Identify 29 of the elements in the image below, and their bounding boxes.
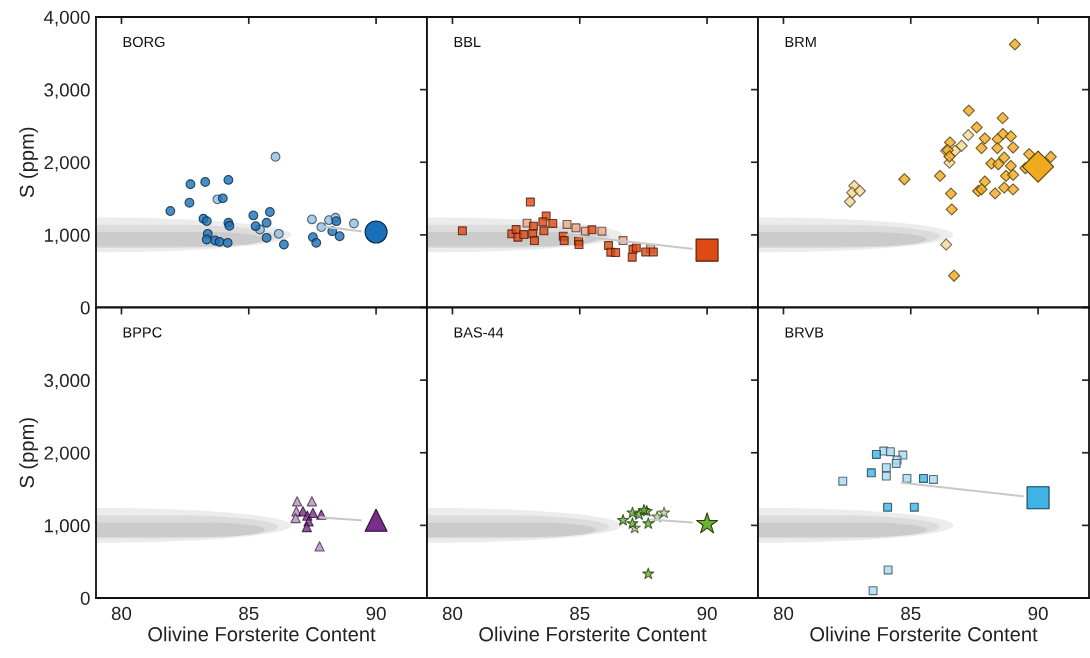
x-tick-label: 80 (442, 606, 463, 621)
x-tick-label: 90 (697, 606, 717, 621)
y-axis-title: S (ppm) (19, 418, 38, 488)
y-tick-label: 2,000 (44, 155, 90, 172)
x-axis-title: Olivine Forsterite Content (810, 626, 1038, 642)
y-tick-label: 3,000 (44, 373, 90, 390)
x-tick-label: 85 (239, 606, 259, 621)
text: BPPC (123, 327, 162, 338)
text: BAS-44 (454, 327, 504, 338)
x-axis-title: Olivine Forsterite Content (148, 626, 376, 642)
x-tick-label: 80 (773, 606, 794, 621)
y-tick-label: 4,000 (43, 10, 90, 27)
y-tick-label: 0 (80, 301, 90, 315)
x-tick-label: 80 (111, 606, 132, 621)
text: BRVB (785, 327, 824, 338)
y-axis-title: S (ppm) (19, 127, 38, 198)
y-tick-label: 0 (80, 591, 90, 605)
x-tick-label: 85 (570, 606, 590, 621)
x-axis-title: Olivine Forsterite Content (479, 626, 707, 642)
y-tick-label: 1,000 (44, 519, 90, 535)
x-tick-label: 90 (366, 606, 386, 621)
text: BORG (123, 36, 165, 48)
y-tick-label: 1,000 (44, 228, 90, 245)
y-tick-label: 3,000 (44, 83, 90, 99)
y-tick-label: 2,000 (44, 446, 90, 462)
text: BRM (785, 36, 816, 47)
text: BBL (454, 36, 481, 47)
x-tick-label: 85 (901, 606, 921, 621)
x-tick-label: 90 (1028, 606, 1048, 621)
